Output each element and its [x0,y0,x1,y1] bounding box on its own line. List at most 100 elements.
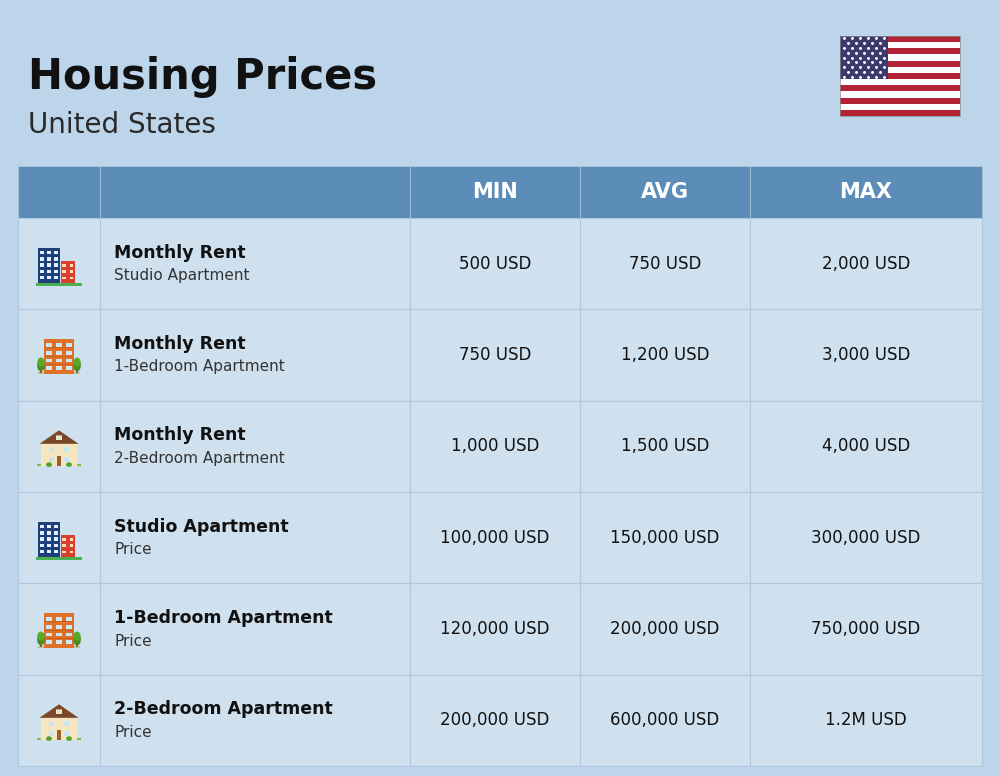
Text: 750,000 USD: 750,000 USD [811,620,921,638]
Bar [64,722,69,726]
Text: 600,000 USD: 600,000 USD [610,712,720,729]
Bar [49,731,54,736]
Bar [57,730,61,740]
Bar [410,492,580,584]
Bar [47,264,51,267]
Bar [56,359,62,362]
Bar [100,584,410,674]
Bar [66,351,72,355]
Text: 100,000 USD: 100,000 USD [440,528,550,546]
Bar [46,618,52,621]
Text: Studio Apartment: Studio Apartment [114,518,289,535]
Bar [410,400,580,492]
Bar [18,166,100,218]
Bar [410,310,580,400]
Bar [49,457,54,462]
Polygon shape [39,705,79,718]
Bar [66,625,72,629]
Bar [64,448,69,452]
Bar [56,709,62,715]
Text: 4,000 USD: 4,000 USD [822,438,910,456]
Bar [840,48,960,54]
Bar [840,67,960,73]
Bar [580,218,750,310]
Bar [840,98,960,104]
Bar [62,276,66,279]
Bar [66,343,72,347]
Bar [580,492,750,584]
Text: 750 USD: 750 USD [459,346,531,364]
Bar [750,310,982,400]
Bar [57,456,61,466]
Text: Price: Price [114,633,152,649]
Bar [62,551,66,553]
Bar [49,722,54,726]
Bar [410,218,580,310]
Bar [840,79,960,85]
Bar [18,674,100,766]
Text: AVG: AVG [641,182,689,202]
Bar [840,36,888,79]
Bar [47,538,51,541]
Bar [44,347,74,348]
Bar [61,535,75,556]
Text: 300,000 USD: 300,000 USD [811,528,921,546]
Bar [47,532,51,535]
Bar [100,492,410,584]
Bar [40,368,42,373]
Bar [18,492,100,584]
Bar [40,550,44,553]
Text: 120,000 USD: 120,000 USD [440,620,550,638]
Bar [62,270,66,273]
Bar [46,351,52,355]
Bar [66,632,72,636]
Bar [70,276,73,279]
Bar [750,400,982,492]
Text: Monthly Rent: Monthly Rent [114,335,246,353]
Bar [54,525,58,528]
Bar [62,538,66,541]
Bar [40,276,44,279]
Bar [46,366,52,370]
Bar [840,85,960,92]
Bar [18,310,100,400]
Text: 1.2M USD: 1.2M USD [825,712,907,729]
Bar [54,532,58,535]
Ellipse shape [37,358,45,367]
Bar [580,584,750,674]
Text: Price: Price [114,542,152,557]
Bar [36,282,82,286]
Bar [46,343,52,347]
Text: United States: United States [28,111,216,139]
Bar [750,166,982,218]
Bar [54,270,58,273]
Bar [64,731,69,736]
Bar [54,264,58,267]
Bar [37,738,81,740]
Bar [58,436,60,439]
Bar [49,731,54,736]
Bar [38,522,60,556]
Bar [56,625,62,629]
Bar [49,457,54,462]
Bar [70,551,73,553]
Bar [66,618,72,621]
Bar [40,538,44,541]
Bar [18,218,100,310]
Text: MIN: MIN [472,182,518,202]
Bar [66,359,72,362]
Bar [100,310,410,400]
Bar [750,218,982,310]
Bar [47,525,51,528]
Bar [61,261,75,282]
Bar [54,550,58,553]
Bar [580,400,750,492]
Text: 1,200 USD: 1,200 USD [621,346,709,364]
Bar [56,632,62,636]
Bar [44,339,74,374]
Text: Studio Apartment: Studio Apartment [114,268,250,283]
Bar [38,248,60,282]
Bar [46,359,52,362]
Text: Price: Price [114,725,152,740]
Bar [64,722,69,726]
